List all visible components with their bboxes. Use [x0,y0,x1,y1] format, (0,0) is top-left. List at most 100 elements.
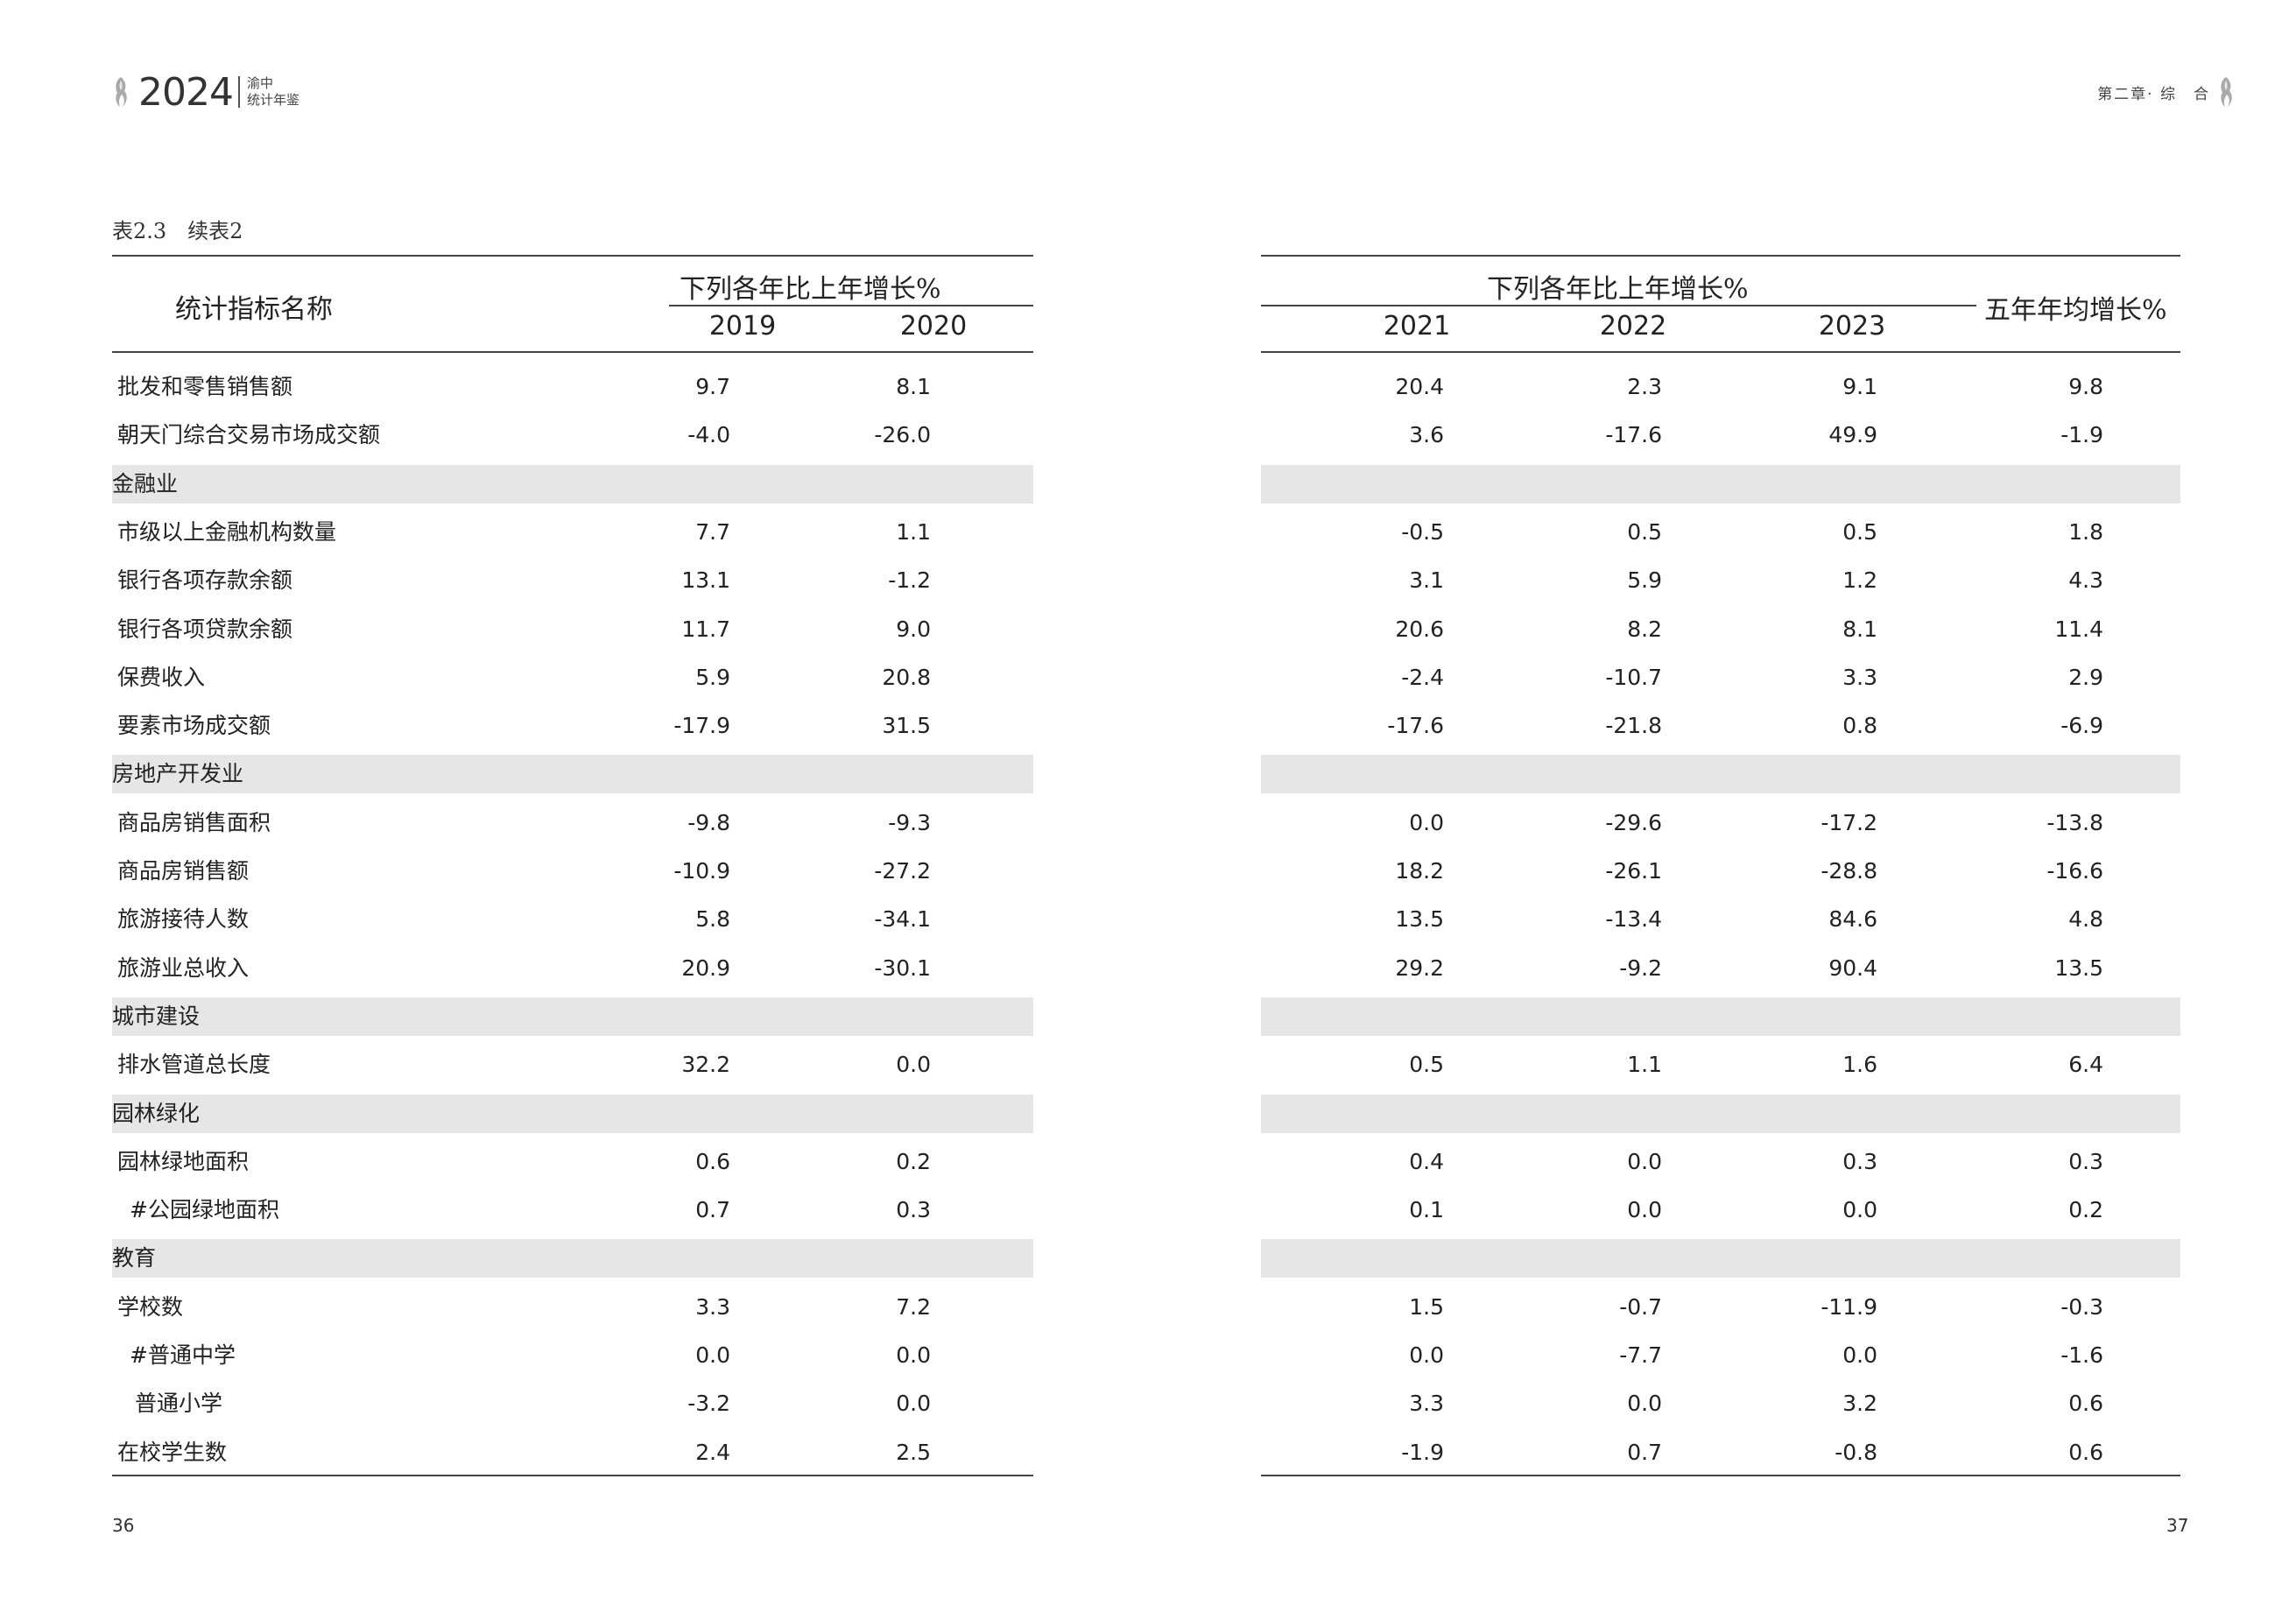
year-header-2023: 2023 [1818,311,1886,342]
table-row: 0.4 0.0 0.3 0.3 [1261,1143,2180,1181]
value-cell: 6.4 [2068,1052,2103,1077]
table-row: 0.1 0.0 0.0 0.2 [1261,1191,2180,1229]
value-cell: 5.9 [695,665,730,690]
value-cell: 20.6 [1395,616,1444,642]
section-row [1261,997,2180,1036]
value-cell: 3.3 [1409,1391,1444,1416]
value-cell: 8.1 [896,374,931,399]
yearbook-title-line1: 渝中 [246,75,273,91]
value-cell: 9.7 [695,374,730,399]
value-cell: 0.0 [1409,1342,1444,1368]
logo-divider [237,76,240,108]
table-row: 商品房销售额 -10.9 -27.2 [112,852,1033,891]
value-cell: 0.0 [896,1052,931,1077]
value-cell: 9.1 [1842,374,1877,399]
value-cell: 1.8 [2068,519,2103,545]
value-cell: -10.9 [673,858,730,884]
value-cell: -29.6 [1605,810,1662,835]
table-row: 20.4 2.3 9.1 9.8 [1261,368,2180,406]
value-cell: -4.0 [687,422,730,447]
table-row: 0.5 1.1 1.6 6.4 [1261,1046,2180,1084]
table-row: -0.5 0.5 0.5 1.8 [1261,513,2180,552]
value-cell: 3.3 [695,1294,730,1320]
value-cell: -1.2 [888,567,931,593]
right-data-table: 下列各年比上年增长% 五年年均增长% 2021 2022 2023 20.4 2.… [1261,255,2180,1476]
section-row [1261,755,2180,793]
value-cell: 29.2 [1395,955,1444,981]
table-caption: 表2.3 续表2 [112,219,243,243]
value-cell: 9.0 [896,616,931,642]
row-label: #公园绿地面积 [130,1197,279,1222]
value-cell: -1.9 [1401,1440,1444,1465]
value-cell: 8.1 [1842,616,1877,642]
row-label: 批发和零售销售额 [117,374,293,399]
value-cell: 2.4 [695,1440,730,1465]
value-cell: -9.3 [888,810,931,835]
section-row [1261,465,2180,504]
value-cell: -6.9 [2060,713,2103,738]
right-page: 第二章· 综 合 [1148,0,2296,1613]
value-cell: -26.0 [874,422,931,447]
value-cell: 1.1 [1627,1052,1662,1077]
section-label: 房地产开发业 [112,761,244,786]
table-row: 保费收入 5.9 20.8 [112,659,1033,697]
value-cell: -3.2 [687,1391,730,1416]
value-cell: 0.3 [2068,1149,2103,1174]
row-label: 在校学生数 [117,1440,228,1465]
value-cell: 0.4 [1409,1149,1444,1174]
left-group-header: 下列各年比上年增长% [680,274,941,305]
value-cell: 0.0 [896,1391,931,1416]
value-cell: -9.8 [687,810,730,835]
table-row: 批发和零售销售额 9.7 8.1 [112,368,1033,406]
table-row: 要素市场成交额 -17.9 31.5 [112,707,1033,745]
value-cell: 90.4 [1828,955,1877,981]
section-label: 金融业 [112,471,179,497]
year-header-2020: 2020 [899,311,968,342]
value-cell: -16.6 [2046,858,2103,884]
table-row: 学校数 3.3 7.2 [112,1288,1033,1327]
table-row: 排水管道总长度 32.2 0.0 [112,1046,1033,1084]
value-cell: 0.6 [695,1149,730,1174]
table-row: 旅游接待人数 5.8 -34.1 [112,900,1033,939]
section-row: 金融业 [112,465,1033,504]
row-label: 旅游接待人数 [117,906,250,932]
table-row: 20.6 8.2 8.1 11.4 [1261,610,2180,649]
row-label: 学校数 [117,1294,184,1320]
value-cell: 2.9 [2068,665,2103,690]
value-cell: 0.8 [1842,713,1877,738]
value-cell: 8.2 [1627,616,1662,642]
value-cell: 7.7 [695,519,730,545]
section-row [1261,1239,2180,1278]
value-cell: 0.5 [1627,519,1662,545]
yearbook-logo: 2024 渝中 统计年鉴 [112,68,299,116]
table-row: 市级以上金融机构数量 7.7 1.1 [112,513,1033,552]
section-label: 教育 [112,1245,157,1271]
row-label: 朝天门综合交易市场成交额 [117,422,381,447]
value-cell: -27.2 [874,858,931,884]
value-cell: -1.6 [2060,1342,2103,1368]
table-row: -17.6 -21.8 0.8 -6.9 [1261,707,2180,745]
table-row: 3.6 -17.6 49.9 -1.9 [1261,416,2180,454]
value-cell: 2.3 [1627,374,1662,399]
left-header-rule [112,351,1033,353]
value-cell: -26.1 [1605,858,1662,884]
value-cell: 31.5 [882,713,931,738]
value-cell: 3.3 [1842,665,1877,690]
row-label: 银行各项贷款余额 [117,616,293,642]
yearbook-title: 渝中 统计年鉴 [247,75,299,109]
value-cell: 20.8 [882,665,931,690]
value-cell: 13.5 [1395,906,1444,932]
value-cell: -0.3 [2060,1294,2103,1320]
value-cell: -10.7 [1605,665,1662,690]
value-cell: 0.0 [896,1342,931,1368]
value-cell: -13.4 [1605,906,1662,932]
value-cell: 7.2 [896,1294,931,1320]
table-row: 3.1 5.9 1.2 4.3 [1261,561,2180,600]
table-row: #公园绿地面积 0.7 0.3 [112,1191,1033,1229]
value-cell: 1.6 [1842,1052,1877,1077]
row-label: 银行各项存款余额 [117,567,293,593]
right-group-header: 下列各年比上年增长% [1487,274,1749,305]
five-year-avg-header: 五年年均增长% [1984,295,2167,326]
row-label: 普通小学 [135,1391,223,1416]
left-data-table: 统计指标名称 下列各年比上年增长% 2019 2020 批发和零售销售额 9.7 8… [112,255,1033,1476]
